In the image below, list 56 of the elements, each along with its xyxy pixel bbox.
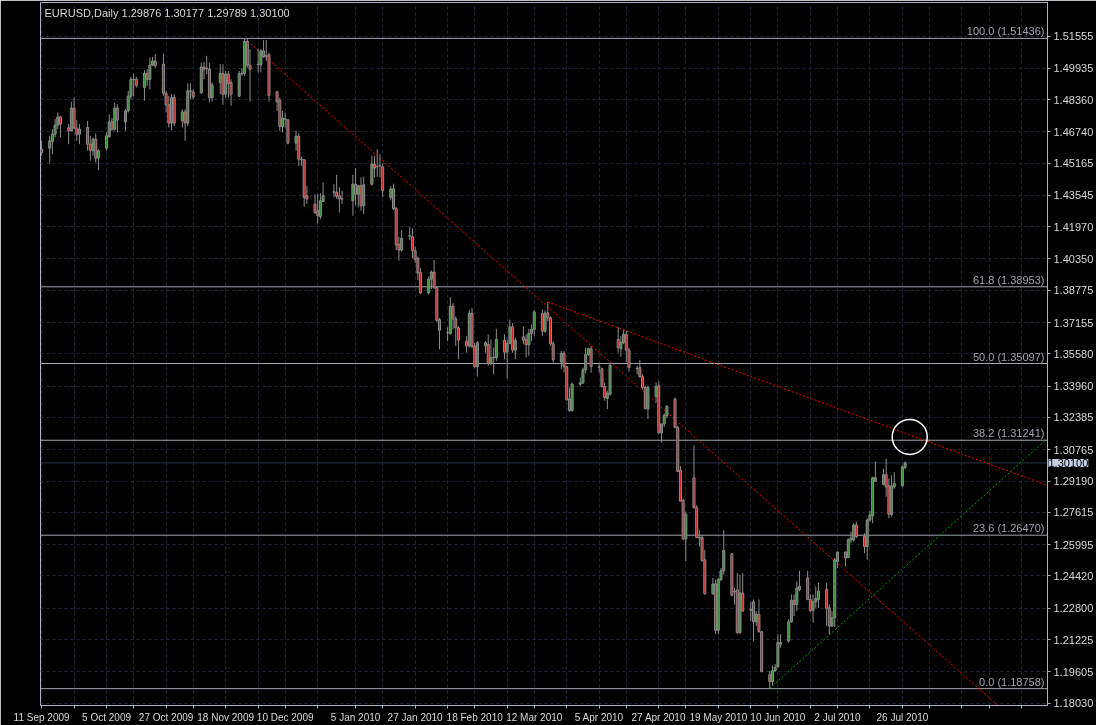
y-tick-label: 1.32385 [1053, 411, 1094, 424]
y-tick-label: 1.45165 [1053, 157, 1094, 170]
x-tick-label: 27 Jan 2010 [387, 711, 444, 723]
y-tick-label: 1.38775 [1053, 284, 1094, 297]
candlestick [359, 176, 363, 212]
x-tick-label: 10 Dec 2009 [256, 711, 314, 723]
candlestick [221, 63, 225, 106]
y-tick-label: 1.21225 [1053, 633, 1094, 646]
x-tick-label: 19 May 2010 [689, 711, 748, 723]
ref-line-label: 61.8 (1.38953) [972, 273, 1045, 286]
x-tick-label: 27 Apr 2010 [631, 711, 686, 723]
y-tick-label: 1.27615 [1053, 506, 1094, 519]
x-tick-label: 26 Jul 2010 [876, 711, 929, 723]
x-tick-label: 27 Oct 2009 [138, 711, 194, 723]
candlestick [167, 95, 171, 128]
y-tick-label: 1.18030 [1053, 697, 1094, 710]
y-tick-label: 1.40350 [1053, 252, 1094, 265]
candlestick [237, 70, 241, 98]
y-tick-label: 1.29190 [1053, 475, 1094, 488]
y-tick-label: 1.49935 [1053, 62, 1094, 75]
y-tick-label: 1.22800 [1053, 602, 1094, 615]
candlestick [749, 601, 753, 622]
x-tick-label: 5 Jan 2010 [330, 711, 381, 723]
candlestick [527, 328, 531, 357]
y-tick-label: 1.51555 [1053, 30, 1094, 43]
x-tick-label: 18 Feb 2010 [446, 711, 504, 723]
x-tick-label: 11 Sep 2009 [13, 711, 71, 723]
candlestick [900, 464, 904, 488]
y-tick-label: 1.48360 [1053, 93, 1094, 106]
text: 1.30100 [1048, 456, 1089, 469]
x-tick-label: 5 Apr 2010 [574, 711, 624, 723]
x-tick-label: 12 Mar 2010 [506, 711, 563, 723]
y-tick-label: 1.41970 [1053, 220, 1094, 233]
y-tick-label: 1.43545 [1053, 189, 1094, 202]
x-tick-label: 2 Jul 2010 [814, 711, 861, 723]
x-tick-label: 10 Jun 2010 [750, 711, 806, 723]
ref-line-label: 50.0 (1.35097) [972, 350, 1045, 363]
y-tick-label: 1.37155 [1053, 316, 1094, 329]
ref-line-label: 23.6 (1.26470) [972, 522, 1045, 535]
candlestick [370, 155, 374, 187]
y-tick-label: 1.25995 [1053, 538, 1094, 551]
candlestick [646, 385, 650, 420]
chart-title: EURUSD,Daily 1.29876 1.30177 1.29789 1.30100 [44, 6, 290, 19]
y-tick-label: 1.24420 [1053, 569, 1094, 582]
y-tick-label: 1.46740 [1053, 125, 1094, 138]
ref-line-label: 0.0 (1.18758) [979, 675, 1045, 688]
x-tick-label: 18 Nov 2009 [197, 711, 255, 723]
x-tick-label: 5 Oct 2009 [82, 711, 132, 723]
candlestick [256, 48, 260, 74]
ref-line-label: 38.2 (1.31241) [972, 427, 1045, 440]
y-tick-label: 1.33960 [1053, 380, 1094, 393]
y-tick-label: 1.30765 [1053, 443, 1094, 456]
ref-line-label: 100.0 (1.51436) [966, 25, 1045, 38]
y-tick-label: 1.19605 [1053, 665, 1094, 678]
y-tick-label: 1.35580 [1053, 347, 1094, 360]
candlestick [362, 176, 366, 215]
